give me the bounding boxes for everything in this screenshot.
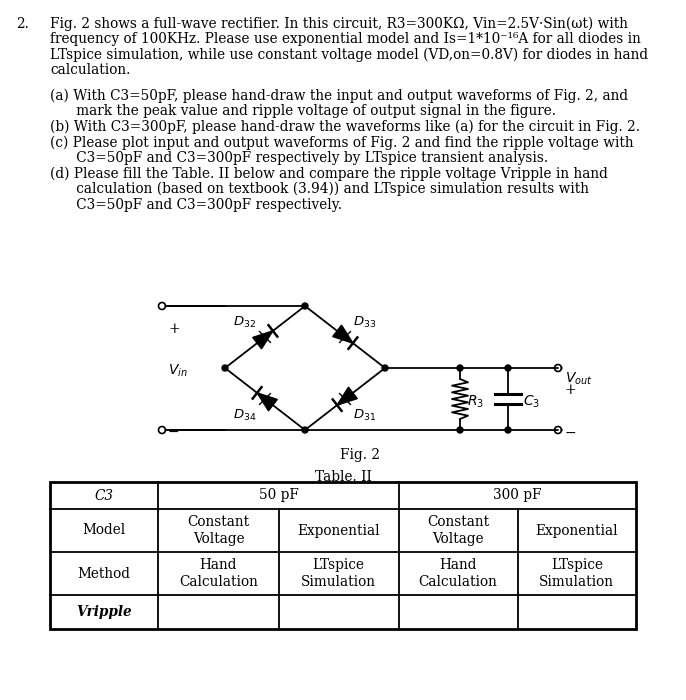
Text: $R_3$: $R_3$: [467, 394, 484, 410]
Text: Table. II: Table. II: [315, 470, 371, 484]
Polygon shape: [333, 326, 353, 343]
Polygon shape: [505, 365, 511, 371]
Text: 300 pF: 300 pF: [493, 489, 541, 503]
Text: −: −: [565, 426, 577, 440]
Text: C3=50pF and C3=300pF respectively.: C3=50pF and C3=300pF respectively.: [50, 197, 342, 211]
Polygon shape: [222, 365, 228, 371]
Text: +: +: [168, 322, 180, 336]
Polygon shape: [252, 331, 273, 349]
Text: LTspice simulation, while use constant voltage model (VD,on=0.8V) for diodes in : LTspice simulation, while use constant v…: [50, 48, 648, 62]
Text: C3=50pF and C3=300pF respectively by LTspice transient analysis.: C3=50pF and C3=300pF respectively by LTs…: [50, 151, 548, 165]
Text: (c) Please plot input and output waveforms of Fig. 2 and find the ripple voltage: (c) Please plot input and output wavefor…: [50, 136, 634, 150]
Text: Constant
Voltage: Constant Voltage: [187, 515, 250, 546]
Text: Fig. 2: Fig. 2: [340, 448, 380, 462]
Polygon shape: [382, 365, 388, 371]
Text: (b) With C3=300pF, please hand-draw the waveforms like (a) for the circuit in Fi: (b) With C3=300pF, please hand-draw the …: [50, 120, 640, 134]
Text: $V_{in}$: $V_{in}$: [168, 363, 188, 379]
Text: Exponential: Exponential: [536, 524, 618, 538]
Polygon shape: [554, 426, 562, 433]
Text: $D_{32}$: $D_{32}$: [233, 314, 257, 330]
Polygon shape: [337, 387, 357, 405]
Text: Hand
Calculation: Hand Calculation: [418, 558, 497, 589]
Text: Vripple: Vripple: [76, 605, 132, 619]
Text: 50 pF: 50 pF: [259, 489, 298, 503]
Text: Method: Method: [78, 566, 131, 580]
Text: calculation (based on textbook (3.94)) and LTspice simulation results with: calculation (based on textbook (3.94)) a…: [50, 182, 589, 197]
Polygon shape: [302, 303, 308, 309]
Text: $C_3$: $C_3$: [523, 394, 540, 410]
Text: frequency of 100KHz. Please use exponential model and Is=1*10⁻¹⁶A for all diodes: frequency of 100KHz. Please use exponent…: [50, 32, 641, 46]
Polygon shape: [457, 365, 463, 371]
Polygon shape: [257, 393, 277, 411]
Text: calculation.: calculation.: [50, 64, 130, 78]
Text: (a) With C3=50pF, please hand-draw the input and output waveforms of Fig. 2, and: (a) With C3=50pF, please hand-draw the i…: [50, 89, 628, 104]
Text: C3: C3: [95, 489, 114, 503]
Text: +: +: [565, 383, 577, 397]
Polygon shape: [554, 365, 562, 372]
Text: $D_{31}$: $D_{31}$: [353, 407, 377, 423]
Text: −: −: [168, 425, 180, 439]
Text: LTspice
Simulation: LTspice Simulation: [301, 558, 376, 589]
Text: Hand
Calculation: Hand Calculation: [179, 558, 258, 589]
Text: (d) Please fill the Table. II below and compare the ripple voltage Vripple in ha: (d) Please fill the Table. II below and …: [50, 167, 608, 181]
Bar: [50, 482, 636, 629]
Text: LTspice
Simulation: LTspice Simulation: [539, 558, 615, 589]
Text: Fig. 2 shows a full-wave rectifier. In this circuit, R3=300KΩ, Vin=2.5V·Sin(ωt) : Fig. 2 shows a full-wave rectifier. In t…: [50, 17, 628, 32]
Polygon shape: [457, 427, 463, 433]
Text: $D_{33}$: $D_{33}$: [353, 314, 377, 330]
Text: $V_{out}$: $V_{out}$: [565, 371, 593, 387]
Text: Exponential: Exponential: [297, 524, 380, 538]
Text: mark the peak value and ripple voltage of output signal in the figure.: mark the peak value and ripple voltage o…: [50, 104, 556, 118]
Text: $D_{34}$: $D_{34}$: [233, 407, 257, 423]
Polygon shape: [505, 427, 511, 433]
Text: Model: Model: [82, 524, 126, 538]
Polygon shape: [158, 302, 165, 309]
Text: Constant
Voltage: Constant Voltage: [427, 515, 489, 546]
Text: 2.: 2.: [16, 17, 29, 31]
Polygon shape: [158, 426, 165, 433]
Polygon shape: [302, 427, 308, 433]
